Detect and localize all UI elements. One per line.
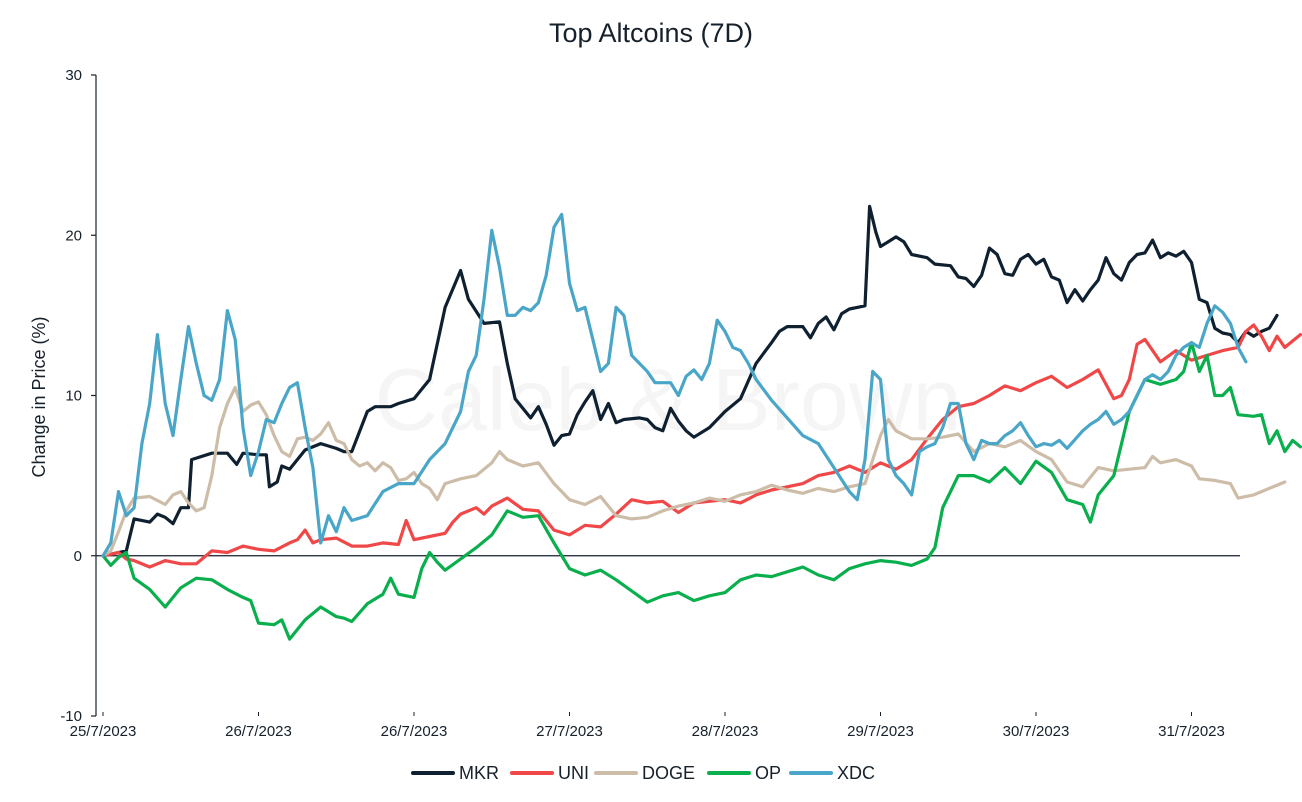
x-tick-label: 30/7/2023 (1003, 723, 1070, 740)
legend-item-op: OP (707, 763, 781, 783)
legend-label: XDC (837, 763, 875, 783)
legend-label: MKR (459, 763, 499, 783)
chart-title: Top Altcoins (7D) (549, 18, 753, 48)
y-axis-label: Change in Price (%) (29, 316, 49, 477)
series-line-mkr (101, 204, 1279, 558)
x-tick-label: 28/7/2023 (692, 723, 759, 740)
series-line-xdc (101, 212, 1248, 558)
legend-label: UNI (558, 763, 589, 783)
legend-item-doge: DOGE (594, 763, 695, 783)
x-tick-label: 29/7/2023 (847, 723, 914, 740)
series-layer (101, 204, 1302, 641)
legend-item-uni: UNI (510, 763, 589, 783)
legend-item-xdc: XDC (789, 763, 875, 783)
x-tick-label: 26/7/2023 (381, 723, 448, 740)
y-tick-label: 30 (65, 67, 82, 84)
x-tick-label: 27/7/2023 (536, 723, 603, 740)
legend-label: OP (755, 763, 781, 783)
y-tick-label: 0 (74, 548, 82, 565)
y-tick-label: 10 (65, 388, 82, 405)
axes: -10 0 10 20 30 25/7/2023 26/7/2023 26/7/2023 27/… (60, 67, 1240, 740)
x-tick-label: 31/7/2023 (1158, 723, 1225, 740)
x-tick-label: 25/7/2023 (70, 723, 137, 740)
y-tick-label: -10 (60, 708, 82, 725)
series-line-op (101, 341, 1302, 641)
legend-label: DOGE (642, 763, 695, 783)
legend: MKR UNI DOGE OP XDC (411, 763, 875, 783)
y-tick-label: 20 (65, 227, 82, 244)
series-line-doge (101, 385, 1287, 558)
legend-item-mkr: MKR (411, 763, 499, 783)
x-tick-label: 26/7/2023 (225, 723, 292, 740)
